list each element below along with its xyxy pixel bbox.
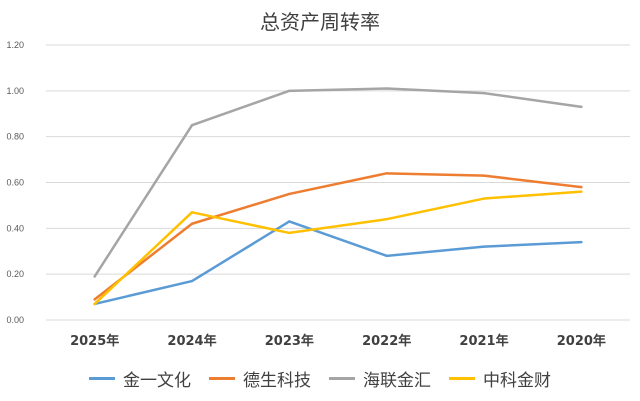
series-line-海联金汇	[93, 87, 583, 278]
x-tick-label: 2024年	[167, 333, 216, 349]
x-tick-label: 2020年	[557, 333, 606, 349]
data-point	[385, 172, 388, 175]
data-point	[190, 222, 194, 225]
data-point	[385, 87, 388, 90]
data-point	[385, 254, 388, 258]
data-point	[190, 211, 194, 214]
legend-label: 德生科技	[243, 371, 311, 391]
legend-item: 德生科技	[209, 366, 311, 391]
chart-title: 总资产周转率	[260, 10, 380, 34]
data-point	[580, 105, 583, 109]
legend-swatch	[449, 377, 475, 380]
data-point	[93, 298, 96, 301]
legend-swatch	[209, 377, 235, 380]
x-tick-label: 2022年	[362, 333, 411, 349]
data-point	[190, 124, 194, 127]
y-tick-label: 0.80	[6, 132, 24, 142]
y-tick-label: 1.00	[6, 86, 24, 96]
legend-swatch	[89, 377, 115, 380]
data-point	[288, 89, 291, 93]
data-point	[580, 190, 583, 193]
data-point	[190, 279, 194, 283]
series-line-中科金财	[93, 190, 583, 306]
x-tick-label: 2025年	[70, 333, 119, 349]
data-point	[580, 240, 583, 244]
legend-item: 海联金汇	[329, 366, 431, 391]
legend-swatch	[329, 377, 355, 380]
x-tick-label: 2023年	[265, 333, 314, 349]
data-point	[482, 197, 486, 200]
data-point	[482, 91, 486, 95]
legend-item: 金一文化	[89, 366, 191, 391]
data-point	[288, 220, 291, 223]
y-tick-label: 0.60	[6, 178, 24, 188]
legend-label: 金一文化	[123, 371, 191, 391]
y-tick-label: 0.20	[6, 269, 24, 279]
series-line-德生科技	[93, 172, 583, 301]
chart-legend: 金一文化 德生科技 海联金汇 中科金财	[0, 366, 640, 391]
legend-label: 中科金财	[483, 371, 551, 391]
legend-item: 中科金财	[449, 366, 551, 391]
data-point	[482, 174, 486, 177]
y-tick-label: 0.40	[6, 223, 24, 233]
data-point	[385, 217, 388, 221]
data-point	[93, 275, 96, 278]
y-tick-label: 0.00	[6, 315, 24, 325]
y-tick-label: 1.20	[6, 40, 24, 50]
data-point	[288, 231, 291, 235]
legend-label: 海联金汇	[363, 371, 431, 391]
x-tick-label: 2021年	[459, 333, 508, 349]
data-point	[580, 185, 583, 189]
series-line-金一文化	[93, 220, 583, 306]
data-point	[288, 192, 291, 196]
data-point	[482, 245, 486, 248]
data-point	[93, 302, 96, 306]
